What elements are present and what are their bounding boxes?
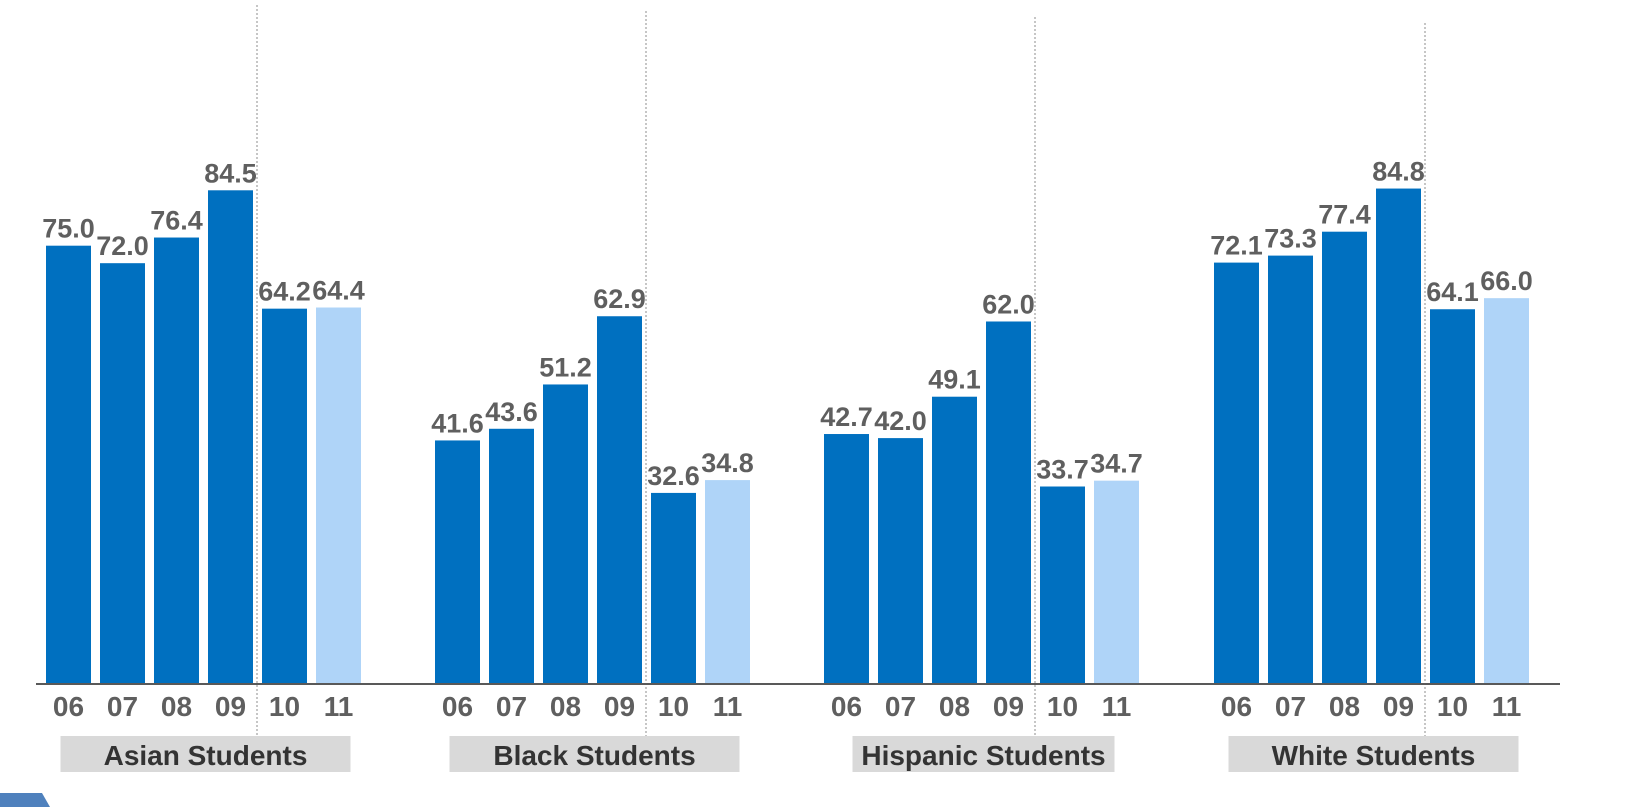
x-tick-label: 06 [831, 691, 862, 722]
period-dividers [256, 5, 1426, 760]
value-label: 77.4 [1318, 200, 1371, 230]
value-label: 73.3 [1264, 224, 1317, 254]
x-tick-label: 09 [1383, 691, 1414, 722]
bar-07 [1268, 255, 1313, 683]
x-tick-label: 09 [604, 691, 635, 722]
x-tick-label: 11 [324, 691, 354, 722]
group-label-box [60, 736, 351, 772]
value-label: 41.6 [431, 408, 484, 438]
x-tick-label: 10 [269, 691, 300, 722]
value-label: 84.5 [204, 158, 257, 188]
group-label-box [449, 736, 740, 772]
bar-09 [986, 321, 1031, 683]
bar-08 [932, 396, 977, 683]
x-tick-label: 07 [885, 691, 916, 722]
bar-06 [46, 245, 91, 683]
value-label: 49.1 [928, 365, 981, 395]
x-tick-label: 07 [1275, 691, 1306, 722]
bar-11 [705, 480, 750, 683]
x-tick-label: 08 [1329, 691, 1360, 722]
value-label: 64.1 [1426, 277, 1479, 307]
value-label: 84.8 [1372, 157, 1425, 187]
x-tick-label: 09 [215, 691, 246, 722]
value-label: 62.9 [593, 284, 646, 314]
corner-tab-icon [0, 793, 50, 807]
value-label: 43.6 [485, 397, 538, 427]
x-tick-label: 11 [1492, 691, 1522, 722]
bar-06 [435, 440, 480, 683]
value-label: 34.7 [1090, 449, 1143, 479]
value-label: 64.2 [258, 277, 311, 307]
group-label-box [852, 736, 1115, 772]
value-label: 72.1 [1210, 231, 1263, 261]
bar-10 [1430, 309, 1475, 683]
x-tick-label: 07 [496, 691, 527, 722]
value-label: 75.0 [42, 214, 95, 244]
x-tick-label: 09 [993, 691, 1024, 722]
x-tick-label: 08 [161, 691, 192, 722]
x-tick-label: 08 [939, 691, 970, 722]
x-tick-label: 06 [1221, 691, 1252, 722]
x-tick-label: 10 [1437, 691, 1468, 722]
value-label: 42.0 [874, 406, 927, 436]
value-label: 72.0 [96, 231, 149, 261]
bar-08 [543, 384, 588, 683]
bar-10 [651, 492, 696, 683]
bar-10 [262, 308, 307, 683]
group-label: Hispanic Students [861, 740, 1105, 771]
value-label: 51.2 [539, 352, 592, 382]
x-tick-label: 06 [53, 691, 84, 722]
bar-07 [100, 263, 145, 683]
bar-08 [1322, 231, 1367, 683]
x-tick-label: 10 [658, 691, 689, 722]
value-label: 42.7 [820, 402, 873, 432]
bar-09 [597, 316, 642, 683]
bar-09 [1376, 188, 1421, 683]
group-label-box [1228, 736, 1519, 772]
bar-11 [1094, 480, 1139, 683]
bar-11 [1484, 298, 1529, 683]
bar-08 [154, 237, 199, 683]
value-label: 32.6 [647, 461, 700, 491]
x-tick-label: 10 [1047, 691, 1078, 722]
group-label: Asian Students [104, 740, 308, 771]
bar-11 [316, 307, 361, 683]
bar-06 [1214, 262, 1259, 683]
x-tick-labels: 06 07 08 09 10 11 06 07 08 09 10 11 06 07 08 09 10 11 06 07… [53, 691, 1521, 722]
bar-07 [489, 428, 534, 683]
x-tick-label: 06 [442, 691, 473, 722]
value-label: 33.7 [1036, 455, 1089, 485]
value-label: 64.4 [312, 275, 365, 305]
x-tick-label: 11 [1102, 691, 1132, 722]
value-label: 62.0 [982, 289, 1035, 319]
value-label: 66.0 [1480, 266, 1533, 296]
value-label: 76.4 [150, 206, 203, 236]
bar-07 [878, 438, 923, 683]
group-label: Black Students [493, 740, 695, 771]
bar-10 [1040, 486, 1085, 683]
x-tick-label: 11 [713, 691, 743, 722]
x-tick-label: 08 [550, 691, 581, 722]
group-label: White Students [1272, 740, 1476, 771]
bars: 75.072.076.484.5 64.2 64.4 41.6 43.651.2 62.9… [42, 157, 1533, 683]
group-labels: Asian Students Black Students Hispanic Stu… [60, 736, 1519, 772]
value-label: 34.8 [701, 448, 754, 478]
bar-06 [824, 434, 869, 683]
x-tick-label: 07 [107, 691, 138, 722]
bar-09 [208, 190, 253, 683]
